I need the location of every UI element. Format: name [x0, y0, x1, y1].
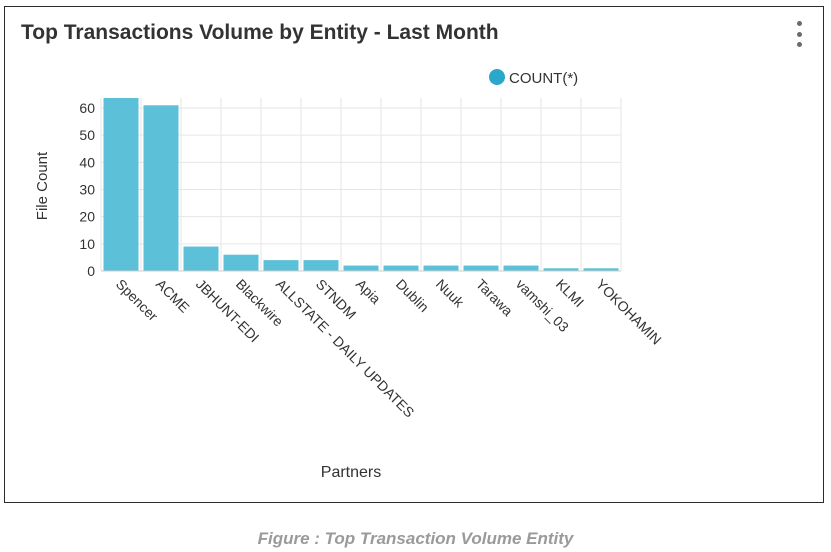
menu-dot: [796, 21, 802, 26]
bar[interactable]: [543, 268, 579, 271]
x-tick-label: Nuuk: [433, 276, 468, 311]
grid-lines: [100, 98, 622, 272]
bar[interactable]: [583, 268, 619, 271]
y-tick-labels: 0 10 20 30 40 50 60: [79, 100, 95, 279]
legend-label: COUNT(*): [509, 70, 578, 87]
x-tick-label: Dublin: [393, 276, 432, 315]
y-tick-label: 60: [79, 100, 95, 116]
x-axis-label: Partners: [321, 464, 381, 481]
bar[interactable]: [103, 98, 139, 271]
bar[interactable]: [183, 246, 219, 271]
bar[interactable]: [303, 260, 339, 271]
x-tick-label: YOKOHAMIN: [593, 276, 665, 348]
chart-title: Top Transactions Volume by Entity - Last…: [21, 21, 499, 44]
bar[interactable]: [383, 265, 419, 271]
kebab-menu-icon[interactable]: [795, 21, 803, 47]
y-axis-label: File Count: [34, 151, 51, 220]
figure-caption: Figure : Top Transaction Volume Entity: [257, 529, 574, 548]
menu-dot: [796, 31, 802, 37]
legend-marker: [489, 69, 505, 85]
bar[interactable]: [423, 265, 459, 271]
bar[interactable]: [263, 260, 299, 271]
y-tick-label: 30: [79, 182, 95, 198]
bars: [103, 98, 619, 272]
bar[interactable]: [463, 265, 499, 271]
menu-dot: [796, 42, 802, 47]
x-tick-label: Apia: [353, 276, 384, 307]
x-tick-label: Spencer: [113, 276, 161, 324]
y-tick-label: 20: [79, 209, 95, 225]
y-tick-label: 50: [79, 127, 95, 143]
bar[interactable]: [143, 105, 179, 272]
y-tick-label: 0: [87, 263, 95, 279]
x-tick-label: Tarawa: [473, 276, 516, 319]
legend[interactable]: COUNT(*): [489, 69, 578, 87]
y-tick-label: 40: [79, 154, 95, 170]
bar[interactable]: [223, 254, 259, 271]
bar[interactable]: [503, 265, 539, 271]
bar[interactable]: [343, 265, 379, 271]
y-tick-label: 10: [79, 236, 95, 252]
x-tick-label: KLMI: [553, 276, 587, 310]
